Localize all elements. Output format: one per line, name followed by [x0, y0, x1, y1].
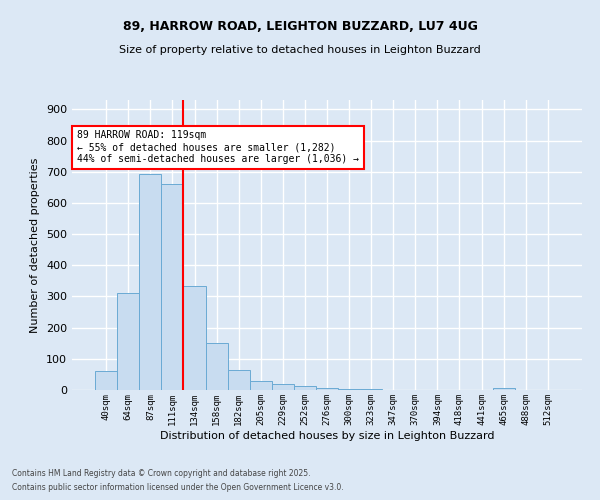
- Bar: [95, 372, 117, 390]
- X-axis label: Distribution of detached houses by size in Leighton Buzzard: Distribution of detached houses by size …: [160, 430, 494, 440]
- Text: Contains public sector information licensed under the Open Government Licence v3: Contains public sector information licen…: [12, 484, 344, 492]
- Bar: [316, 388, 338, 390]
- Text: Size of property relative to detached houses in Leighton Buzzard: Size of property relative to detached ho…: [119, 45, 481, 55]
- Text: Contains HM Land Registry data © Crown copyright and database right 2025.: Contains HM Land Registry data © Crown c…: [12, 468, 311, 477]
- Bar: [227, 370, 250, 390]
- Text: 89, HARROW ROAD, LEIGHTON BUZZARD, LU7 4UG: 89, HARROW ROAD, LEIGHTON BUZZARD, LU7 4…: [122, 20, 478, 33]
- Bar: [117, 294, 139, 390]
- Bar: [206, 342, 227, 390]
- Bar: [493, 388, 515, 390]
- Bar: [272, 384, 294, 390]
- Bar: [250, 380, 272, 390]
- Bar: [294, 386, 316, 390]
- Y-axis label: Number of detached properties: Number of detached properties: [31, 158, 40, 332]
- Bar: [161, 184, 184, 390]
- Bar: [139, 174, 161, 390]
- Bar: [184, 286, 206, 390]
- Text: 89 HARROW ROAD: 119sqm
← 55% of detached houses are smaller (1,282)
44% of semi-: 89 HARROW ROAD: 119sqm ← 55% of detached…: [77, 130, 359, 164]
- Bar: [338, 389, 360, 390]
